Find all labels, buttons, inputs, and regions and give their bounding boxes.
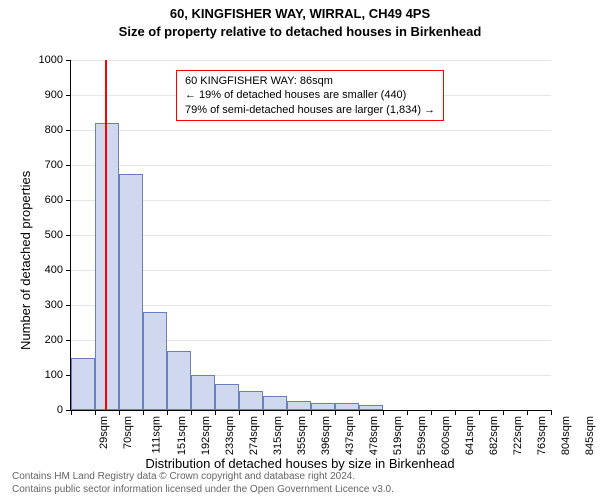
x-tick-mark (119, 410, 120, 415)
y-tick-mark (66, 200, 71, 201)
x-tick-mark (479, 410, 480, 415)
y-tick-label: 900 (45, 89, 63, 101)
x-tick-mark (335, 410, 336, 415)
x-tick-label: 29sqm (98, 416, 110, 449)
y-tick-label: 200 (45, 334, 63, 346)
histogram-plot: 0100200300400500600700800900100029sqm70s… (70, 60, 551, 411)
x-tick-mark (503, 410, 504, 415)
x-tick-label: 437sqm (344, 416, 356, 455)
x-tick-mark (263, 410, 264, 415)
x-tick-label: 641sqm (464, 416, 476, 455)
y-tick-mark (66, 95, 71, 96)
annotation-line-3: 79% of semi-detached houses are larger (… (185, 103, 435, 117)
x-tick-mark (407, 410, 408, 415)
x-tick-mark (287, 410, 288, 415)
x-tick-label: 600sqm (440, 416, 452, 455)
x-tick-mark (167, 410, 168, 415)
x-tick-label: 559sqm (416, 416, 428, 455)
x-tick-mark (71, 410, 72, 415)
footer-line-2: Contains public sector information licen… (12, 484, 394, 497)
x-tick-label: 804sqm (560, 416, 572, 455)
y-tick-label: 400 (45, 264, 63, 276)
x-tick-label: 274sqm (248, 416, 260, 455)
x-tick-label: 682sqm (488, 416, 500, 455)
histogram-bar (119, 174, 143, 410)
x-tick-mark (191, 410, 192, 415)
page-address-title: 60, KINGFISHER WAY, WIRRAL, CH49 4PS (0, 6, 600, 21)
histogram-bar (167, 351, 191, 411)
copyright-footer: Contains HM Land Registry data © Crown c… (12, 471, 394, 496)
x-tick-label: 192sqm (200, 416, 212, 455)
histogram-bar (71, 358, 95, 411)
y-tick-mark (66, 340, 71, 341)
gridline (71, 200, 551, 201)
histogram-bar (215, 384, 239, 410)
gridline (71, 130, 551, 131)
gridline (71, 60, 551, 61)
y-tick-label: 0 (57, 404, 63, 416)
histogram-bar (359, 405, 383, 410)
histogram-bar (263, 396, 287, 410)
x-tick-mark (551, 410, 552, 415)
x-tick-label: 111sqm (151, 416, 163, 454)
x-tick-label: 763sqm (536, 416, 548, 455)
property-annotation-box: 60 KINGFISHER WAY: 86sqm ← 19% of detach… (176, 70, 444, 121)
x-tick-label: 233sqm (224, 416, 236, 455)
x-tick-mark (359, 410, 360, 415)
histogram-bar (287, 401, 311, 410)
gridline (71, 270, 551, 271)
gridline (71, 305, 551, 306)
x-tick-mark (455, 410, 456, 415)
histogram-bar (335, 403, 359, 410)
histogram-bar (95, 123, 119, 410)
x-tick-mark (215, 410, 216, 415)
x-tick-label: 70sqm (122, 416, 134, 449)
x-tick-label: 722sqm (512, 416, 524, 455)
x-tick-label: 315sqm (272, 416, 284, 455)
y-tick-mark (66, 130, 71, 131)
histogram-bar (143, 312, 167, 410)
histogram-bar (191, 375, 215, 410)
footer-line-1: Contains HM Land Registry data © Crown c… (12, 471, 394, 484)
y-tick-label: 500 (45, 229, 63, 241)
gridline (71, 235, 551, 236)
x-tick-label: 355sqm (296, 416, 308, 455)
x-tick-label: 845sqm (584, 416, 596, 455)
x-tick-label: 519sqm (392, 416, 404, 455)
y-tick-mark (66, 165, 71, 166)
y-tick-label: 300 (45, 299, 63, 311)
x-tick-mark (95, 410, 96, 415)
y-tick-label: 700 (45, 159, 63, 171)
y-tick-label: 800 (45, 124, 63, 136)
y-tick-label: 600 (45, 194, 63, 206)
y-tick-mark (66, 305, 71, 306)
histogram-bar (239, 391, 263, 410)
annotation-line-1: 60 KINGFISHER WAY: 86sqm (185, 74, 435, 88)
x-tick-mark (143, 410, 144, 415)
x-tick-mark (527, 410, 528, 415)
x-tick-mark (239, 410, 240, 415)
page-subtitle: Size of property relative to detached ho… (0, 24, 600, 39)
x-tick-label: 396sqm (320, 416, 332, 455)
x-axis-title: Distribution of detached houses by size … (0, 456, 600, 471)
y-tick-label: 1000 (39, 54, 63, 66)
x-tick-mark (383, 410, 384, 415)
x-tick-mark (431, 410, 432, 415)
annotation-line-2: ← 19% of detached houses are smaller (44… (185, 88, 435, 102)
y-tick-label: 100 (45, 369, 63, 381)
x-tick-mark (311, 410, 312, 415)
x-tick-label: 151sqm (176, 416, 188, 455)
y-axis-title: Number of detached properties (18, 171, 33, 350)
property-marker-line (105, 60, 107, 410)
y-tick-mark (66, 235, 71, 236)
y-tick-mark (66, 270, 71, 271)
gridline (71, 165, 551, 166)
x-tick-label: 478sqm (368, 416, 380, 455)
histogram-bar (311, 403, 335, 410)
y-tick-mark (66, 60, 71, 61)
